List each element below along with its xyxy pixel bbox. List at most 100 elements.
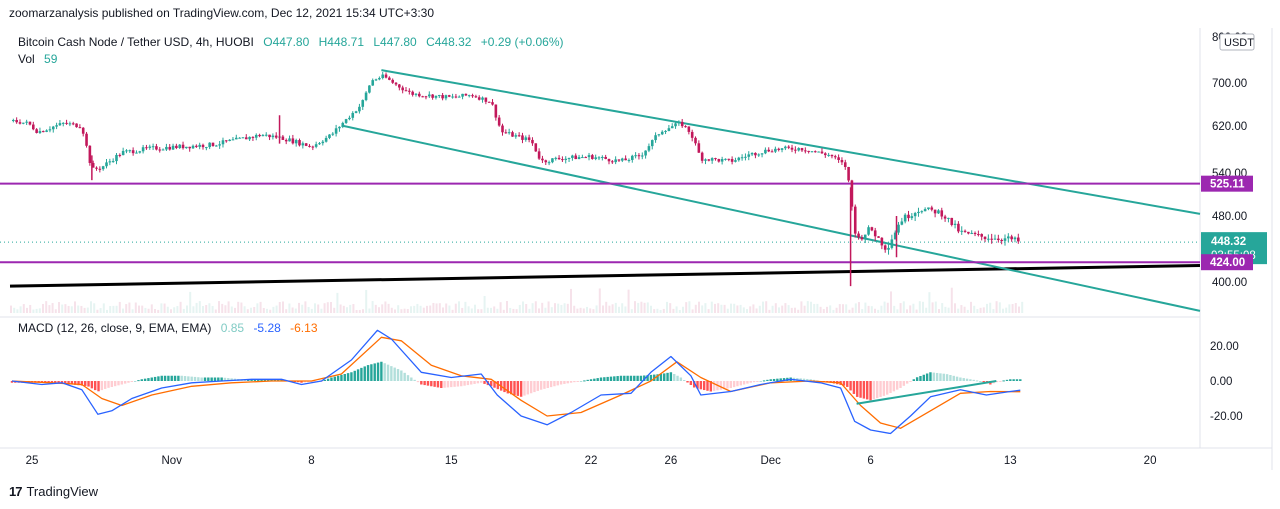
macd-hist-bar bbox=[489, 381, 493, 387]
candle-body bbox=[378, 78, 381, 80]
volume-bar bbox=[323, 303, 326, 313]
currency-badge[interactable] bbox=[1219, 33, 1255, 51]
tradingview-logo[interactable]: 17 TradingView bbox=[9, 484, 98, 499]
macd-hist-bar bbox=[673, 374, 676, 381]
candle-body bbox=[314, 144, 318, 147]
volume-bar bbox=[573, 305, 576, 313]
volume-bar bbox=[739, 304, 742, 313]
candle-body bbox=[907, 214, 910, 219]
volume-bar bbox=[131, 309, 134, 313]
volume-bar bbox=[486, 307, 489, 313]
macd-pane[interactable] bbox=[10, 329, 1022, 435]
candle-body bbox=[364, 92, 368, 101]
candle-body bbox=[670, 126, 674, 129]
macd-divergence-line[interactable] bbox=[856, 380, 997, 405]
symbol-title: Bitcoin Cash Node / Tether USD, 4h, HUOB… bbox=[18, 35, 564, 49]
volume-bar bbox=[390, 307, 393, 313]
price-tick-label: 620.00 bbox=[1212, 121, 1247, 133]
volume-bar bbox=[195, 302, 198, 313]
volume-bar bbox=[483, 295, 486, 313]
channel-upper-line[interactable] bbox=[381, 69, 1201, 215]
macd-hist-bar bbox=[852, 381, 856, 394]
volume-bar bbox=[224, 305, 227, 313]
macd-hist-bar bbox=[726, 381, 729, 389]
volume-bar bbox=[749, 306, 752, 313]
volume-bar bbox=[166, 306, 169, 313]
price-pane[interactable] bbox=[0, 69, 1201, 313]
volume-bar bbox=[646, 302, 649, 313]
volume-bar bbox=[413, 305, 416, 313]
macd-hist-bar bbox=[889, 381, 892, 393]
candle-body bbox=[591, 155, 594, 159]
macd-hist-bar bbox=[260, 379, 263, 381]
volume-bar bbox=[352, 304, 355, 313]
macd-hist-bar bbox=[553, 381, 556, 387]
macd-hist-bar bbox=[776, 378, 779, 381]
candle-body bbox=[128, 150, 132, 152]
candle-body bbox=[185, 146, 188, 149]
macd-hist-bar bbox=[979, 381, 982, 382]
volume-bar bbox=[717, 303, 720, 313]
macd-hist-bar bbox=[153, 376, 157, 381]
candle-body bbox=[581, 157, 584, 159]
macd-hist-bar bbox=[480, 381, 483, 383]
chart-canvas[interactable]: 800.00700.00620.00540.00480.00400.00USDT… bbox=[0, 0, 1280, 478]
macd-hist-bar bbox=[629, 375, 633, 381]
macd-hist-bar bbox=[529, 381, 533, 394]
volume-bar bbox=[925, 307, 928, 313]
volume-bar bbox=[602, 305, 604, 313]
candle-body bbox=[105, 162, 108, 167]
macd-hist-bar bbox=[127, 381, 130, 383]
candle-body bbox=[827, 154, 830, 156]
candle-body bbox=[757, 154, 761, 156]
candle-body bbox=[501, 125, 504, 133]
macd-hist-bar bbox=[180, 375, 183, 381]
volume-bar bbox=[186, 305, 188, 313]
macd-hist-bar bbox=[692, 381, 696, 388]
candle-body bbox=[507, 132, 511, 134]
candle-body bbox=[544, 160, 548, 163]
candle-body bbox=[594, 157, 597, 159]
volume-bar bbox=[902, 301, 905, 313]
candle-body bbox=[780, 148, 784, 150]
macd-hist-bar bbox=[929, 372, 932, 381]
candle-body bbox=[823, 153, 827, 156]
volume-bar bbox=[704, 303, 707, 313]
time-tick-label: 20 bbox=[1144, 455, 1157, 467]
volume-bar bbox=[448, 305, 451, 313]
candle-body bbox=[45, 130, 48, 132]
candle-body bbox=[138, 151, 142, 153]
volume-bar bbox=[400, 309, 403, 313]
candle-body bbox=[740, 157, 744, 159]
legend: Bitcoin Cash Node / Tether USD, 4h, HUOB… bbox=[18, 35, 564, 335]
macd-hist-bar bbox=[223, 377, 227, 381]
macd-hist-bar bbox=[493, 381, 496, 388]
candle-body bbox=[624, 158, 627, 161]
macd-hist-bar bbox=[373, 363, 376, 381]
candle-body bbox=[747, 154, 751, 157]
macd-hist-bar bbox=[729, 381, 732, 388]
black-trendline[interactable] bbox=[9, 264, 1201, 288]
candle-body bbox=[737, 157, 741, 161]
candle-body bbox=[288, 138, 291, 142]
candle-body bbox=[700, 152, 704, 161]
candle-body bbox=[135, 152, 138, 154]
candle-body bbox=[165, 146, 168, 150]
macd-hist-bar bbox=[113, 381, 117, 387]
macd-hist-bar bbox=[1015, 379, 1019, 381]
volume-bar bbox=[720, 304, 723, 313]
volume-bar bbox=[707, 309, 710, 313]
candle-body bbox=[254, 134, 258, 138]
macd-hist-bar bbox=[536, 381, 539, 391]
channel-lower-line[interactable] bbox=[341, 124, 1201, 312]
candle-body bbox=[720, 159, 724, 162]
macd-hist-bar bbox=[762, 380, 766, 382]
volume-bar bbox=[624, 306, 627, 313]
macd-hist-bar bbox=[623, 375, 626, 381]
candle-body bbox=[191, 145, 195, 149]
macd-hist-bar bbox=[626, 375, 629, 381]
macd-hist-bar bbox=[559, 381, 563, 385]
ohlc-close: C448.32 bbox=[426, 35, 472, 49]
volume-bar bbox=[768, 309, 771, 313]
candle-body bbox=[48, 129, 52, 131]
